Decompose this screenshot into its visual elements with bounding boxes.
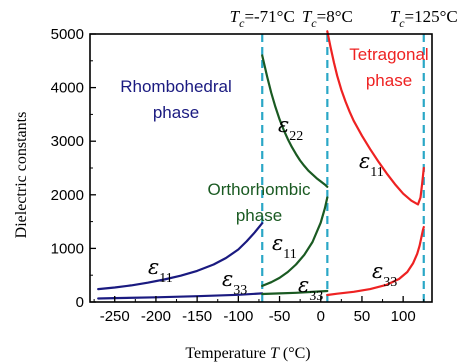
tc-label-2: Tc=125°C bbox=[390, 7, 458, 30]
series-rhombohedral-1 bbox=[97, 292, 264, 300]
phase-label-2-line1: Tetragonal bbox=[349, 45, 428, 64]
tc-label-1: Tc=8°C bbox=[302, 7, 353, 30]
series-tetragonal-5 bbox=[326, 30, 425, 206]
series-orthorhombic-2 bbox=[261, 54, 329, 188]
x-tick-label-0: -250 bbox=[100, 308, 130, 325]
tick-labels: -250 -200 -150 -100 -50 0 50 100010002000300040… bbox=[51, 26, 425, 325]
data-series bbox=[97, 30, 425, 300]
epsilon-label-1: ε33 bbox=[222, 267, 247, 298]
x-tick-label-1: -200 bbox=[141, 308, 171, 325]
y-tick-label-2: 2000 bbox=[51, 187, 84, 204]
phase-label-2-line2: phase bbox=[366, 71, 412, 90]
epsilon-label-5: ε11 bbox=[359, 149, 384, 180]
epsilon-label-2: ε22 bbox=[278, 113, 303, 144]
y-tick-label-0: 0 bbox=[76, 294, 84, 311]
y-tick-label-5: 5000 bbox=[51, 26, 84, 43]
transition-temperature-labels: Tc=-71°C Tc=8°C Tc=125°C bbox=[230, 7, 458, 30]
y-tick-label-3: 3000 bbox=[51, 133, 84, 150]
x-axis-title: Temperature T (°C) bbox=[185, 345, 310, 362]
y-axis-title: Dielectric constants bbox=[13, 112, 30, 239]
y-tick-label-4: 4000 bbox=[51, 80, 84, 97]
phase-labels: Rhombohedral phase Orthorhombic phase Tetrag… bbox=[120, 45, 428, 225]
phase-label-0-line2: phase bbox=[153, 103, 199, 122]
epsilon-label-4: ε33 bbox=[298, 273, 323, 304]
y-tick-label-1: 1000 bbox=[51, 240, 84, 257]
epsilon-label-6: ε33 bbox=[372, 259, 397, 290]
x-tick-label-2: -150 bbox=[182, 308, 212, 325]
phase-label-1-line2: phase bbox=[236, 206, 282, 225]
x-tick-label-3: -100 bbox=[223, 308, 253, 325]
phase-label-0-line1: Rhombohedral bbox=[120, 77, 232, 96]
series-tetragonal-6 bbox=[326, 225, 425, 297]
tc-label-0: Tc=-71°C bbox=[230, 7, 295, 30]
series-orthorhombic-3 bbox=[261, 196, 329, 287]
series-orthorhombic-4 bbox=[261, 289, 329, 296]
x-tick-label-6: 50 bbox=[354, 308, 371, 325]
x-tick-label-7: 100 bbox=[391, 308, 416, 325]
epsilon-label-0: ε11 bbox=[148, 255, 173, 286]
series-rhombohedral-0 bbox=[97, 222, 264, 291]
x-tick-label-4: -50 bbox=[269, 308, 291, 325]
epsilon-label-3: ε11 bbox=[272, 231, 297, 262]
phase-label-1-line1: Orthorhombic bbox=[208, 180, 311, 199]
x-tick-label-5: 0 bbox=[317, 308, 325, 325]
